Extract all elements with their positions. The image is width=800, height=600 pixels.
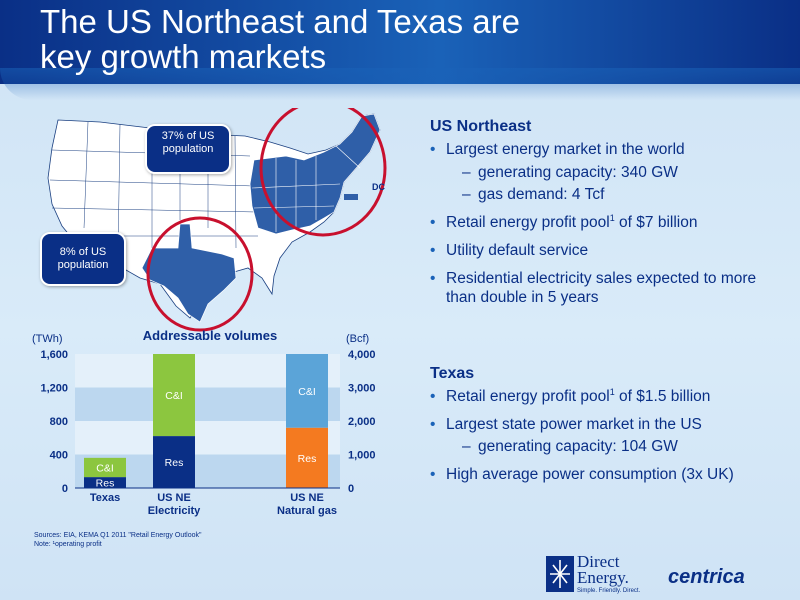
direct-energy-wordmark: Direct Energy. [577,552,641,587]
us-map-graphic [47,108,387,332]
bar-segment [84,457,126,478]
bullet-item: Retail energy profit pool1 of $7 billion [430,213,790,232]
bar-segment-label: Res [96,478,115,490]
direct-energy-logo-icon [546,556,574,592]
header-band [0,0,800,100]
bullet-item: Retail energy profit pool1 of $1.5 billi… [430,387,790,406]
bullet-item: Utility default service [430,241,790,260]
direct-energy-name: Direct Energy. [577,552,629,587]
y-right-tick-label: 3,000 [348,383,376,395]
bar-segment [286,354,328,428]
x-category-label: US NE [157,492,191,504]
bullet-item: Largest energy market in the world [430,140,790,159]
us-map [40,108,420,333]
chart-svg: Addressable volumes (TWh) (Bcf) 0 400 800 1,20… [32,328,376,517]
y-left-tick-label: 400 [50,450,68,462]
addressable-volumes-chart: Addressable volumes (TWh) (Bcf) 0 400 800 1,20… [30,326,390,526]
bullet-text: Retail energy profit pool [446,214,610,231]
bar-segment-label: C&I [298,386,316,398]
sub-bullet-item: generating capacity: 340 GW [430,163,790,182]
bar-segment [153,354,195,437]
slide-title: The US Northeast and Texas are key growt… [40,4,600,74]
bullet-text: of $1.5 billion [614,388,711,405]
texas-circle [146,216,254,332]
bullet-item: High average power consumption (3x UK) [430,465,790,484]
northeast-region [249,113,381,235]
sub-bullet-item: generating capacity: 104 GW [430,437,790,456]
bar-segment-label: Res [165,457,184,469]
bar-segment-label: C&I [165,390,183,402]
bullet-text: of $7 billion [614,214,698,231]
northeast-circle [259,108,387,237]
sub-bullet-item: gas demand: 4 Tcf [430,185,790,204]
x-category-label: Electricity [148,505,201,517]
northeast-population-callout: 37% of US population [145,124,231,174]
texas-heading: Texas [430,365,475,382]
texas-population-callout: 8% of US population [40,232,126,286]
texas-region [141,223,237,323]
x-category-label: US NE [290,492,324,504]
y-left-tick-label: 0 [62,483,68,495]
bullet-item: Residential electricity sales expected t… [430,269,790,307]
dc-label: DC [372,182,385,192]
y-left-tick-label: 800 [50,416,68,428]
y-left-tick-label: 1,600 [40,349,68,361]
y-left-tick-label: 1,200 [40,383,68,395]
dc-marker [344,194,358,200]
footnote-marker: 1 [609,386,615,397]
sources-line: Sources: EIA, KEMA Q1 2011 "Retail Energ… [34,532,202,539]
note-line: Note: ¹operating profit [34,541,102,548]
y-right-tick-label: 0 [348,483,354,495]
x-category-label: Texas [90,492,120,504]
y-right-label: (Bcf) [346,333,369,345]
centrica-logo: centrica [668,566,745,588]
direct-energy-logo: Direct Energy. Simple. Friendly. Direct. [546,553,646,597]
northeast-bullets: Largest energy market in the world gener… [430,140,790,307]
x-category-label: Natural gas [277,505,337,517]
direct-energy-tagline: Simple. Friendly. Direct. [577,588,641,594]
y-right-tick-label: 1,000 [348,450,376,462]
footnote-marker: 1 [609,212,615,223]
title-line-1: The US Northeast and Texas are [40,3,520,40]
bar-segment [286,427,328,488]
bar-segment [153,436,195,488]
northeast-heading: US Northeast [430,118,532,135]
bar-segment-label: C&I [96,462,114,474]
bullet-text: Retail energy profit pool [446,388,610,405]
bar-segment-label: Res [298,453,317,465]
bullet-item: Largest state power market in the US [430,415,790,434]
chart-title: Addressable volumes [143,328,277,343]
y-right-tick-label: 2,000 [348,416,376,428]
y-left-label: (TWh) [32,333,63,345]
y-right-tick-label: 4,000 [348,349,376,361]
sources-note: Sources: EIA, KEMA Q1 2011 "Retail Energ… [34,531,201,549]
title-line-2: key growth markets [40,38,327,75]
bar-segment [84,477,126,488]
texas-bullets: Retail energy profit pool1 of $1.5 billi… [430,387,790,484]
